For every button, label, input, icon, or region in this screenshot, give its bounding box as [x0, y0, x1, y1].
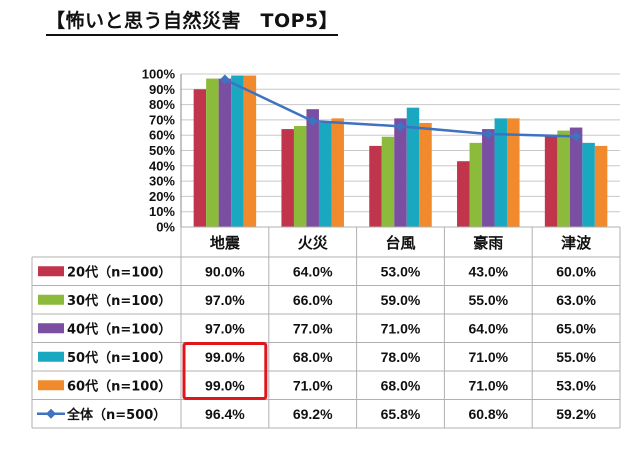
- bar: [218, 78, 232, 227]
- line-point: [483, 128, 494, 139]
- legend-swatch: [38, 380, 64, 391]
- table-cell-value: 59.2%: [556, 406, 596, 422]
- legend-swatch: [38, 351, 64, 362]
- y-tick-label: 20%: [149, 189, 175, 204]
- line-point: [219, 74, 230, 85]
- table-cell-value: 55.0%: [468, 292, 508, 308]
- series-name: 全体（n=500）: [66, 407, 166, 423]
- bar: [406, 107, 420, 227]
- table-cell-value: 64.0%: [468, 320, 508, 336]
- y-tick-label: 80%: [149, 97, 175, 112]
- table-cell-value: 65.8%: [381, 406, 421, 422]
- y-tick-label: 10%: [149, 204, 175, 219]
- bar: [381, 136, 395, 227]
- table-cell-value: 64.0%: [293, 263, 333, 279]
- bar: [569, 127, 583, 227]
- bar: [206, 78, 219, 227]
- bar: [557, 130, 570, 227]
- line-point: [571, 131, 582, 142]
- table-cell-value: 77.0%: [293, 320, 333, 336]
- y-tick-label: 90%: [149, 82, 175, 97]
- table-cell-value: 68.0%: [381, 377, 421, 393]
- y-tick-label: 30%: [149, 174, 175, 189]
- table-cell-value: 71.0%: [468, 377, 508, 393]
- bar: [331, 118, 344, 227]
- table-cell-value: 55.0%: [556, 349, 596, 365]
- bar: [243, 75, 257, 227]
- table-cell-value: 71.0%: [468, 349, 508, 365]
- y-tick-label: 0%: [156, 220, 175, 235]
- table-cell-value: 66.0%: [293, 292, 333, 308]
- legend-marker: [46, 408, 56, 419]
- bar: [457, 161, 470, 227]
- category-label: 火災: [298, 234, 329, 252]
- y-tick-label: 60%: [149, 128, 175, 143]
- bar: [494, 118, 508, 227]
- bar: [507, 118, 520, 227]
- table-cell-value: 71.0%: [381, 320, 421, 336]
- bar: [193, 89, 207, 227]
- table-cell-value: 65.0%: [556, 320, 596, 336]
- line-point: [395, 121, 406, 132]
- table-cell-value: 90.0%: [205, 263, 245, 279]
- category-label: 地震: [210, 234, 241, 252]
- category-label: 台風: [385, 234, 415, 252]
- series-name: 40代（n=100）: [67, 321, 171, 337]
- bar: [544, 135, 558, 227]
- chart-title: 【怖いと思う自然災害 TOP5】: [46, 6, 339, 36]
- line-point: [307, 116, 318, 127]
- category-label: 津波: [561, 234, 592, 252]
- table-cell-value: 96.4%: [205, 406, 245, 422]
- y-tick-label: 50%: [149, 143, 175, 158]
- highlight-box: [182, 342, 268, 400]
- y-tick-label: 70%: [149, 112, 175, 127]
- bar: [281, 129, 294, 227]
- table-cell-value: 78.0%: [381, 349, 421, 365]
- table-cell-value: 43.0%: [468, 263, 508, 279]
- table-cell-value: 59.0%: [381, 292, 421, 308]
- table-cell-value: 53.0%: [556, 377, 596, 393]
- bar: [469, 142, 483, 227]
- table-cell-value: 97.0%: [205, 320, 245, 336]
- bar: [482, 129, 495, 227]
- legend-swatch: [38, 266, 64, 277]
- table-cell-value: 99.0%: [205, 377, 245, 393]
- bar: [394, 118, 407, 227]
- bar: [582, 142, 595, 227]
- y-tick-label: 100%: [142, 67, 176, 82]
- series-name: 50代（n=100）: [67, 350, 171, 366]
- series-name: 20代（n=100）: [67, 264, 171, 280]
- series-name: 60代（n=100）: [67, 378, 171, 394]
- legend-swatch: [38, 323, 64, 334]
- table-cell-value: 60.0%: [556, 263, 596, 279]
- table-cell-value: 71.0%: [293, 377, 333, 393]
- bar: [419, 122, 432, 227]
- bar: [369, 145, 382, 227]
- table-cell-value: 99.0%: [205, 349, 245, 365]
- series-name: 30代（n=100）: [67, 293, 171, 309]
- bar: [293, 126, 307, 227]
- table-cell-value: 53.0%: [381, 263, 421, 279]
- bar: [594, 145, 608, 227]
- table-cell-value: 63.0%: [556, 292, 596, 308]
- y-tick-label: 40%: [149, 158, 175, 173]
- table-cell-value: 60.8%: [468, 406, 508, 422]
- table-cell-value: 68.0%: [293, 349, 333, 365]
- table-cell-value: 69.2%: [293, 406, 333, 422]
- bar: [306, 109, 319, 227]
- legend-swatch: [38, 294, 64, 305]
- table-cell-value: 97.0%: [205, 292, 245, 308]
- category-label: 豪雨: [473, 234, 503, 252]
- bar: [231, 75, 244, 227]
- bar: [318, 122, 332, 227]
